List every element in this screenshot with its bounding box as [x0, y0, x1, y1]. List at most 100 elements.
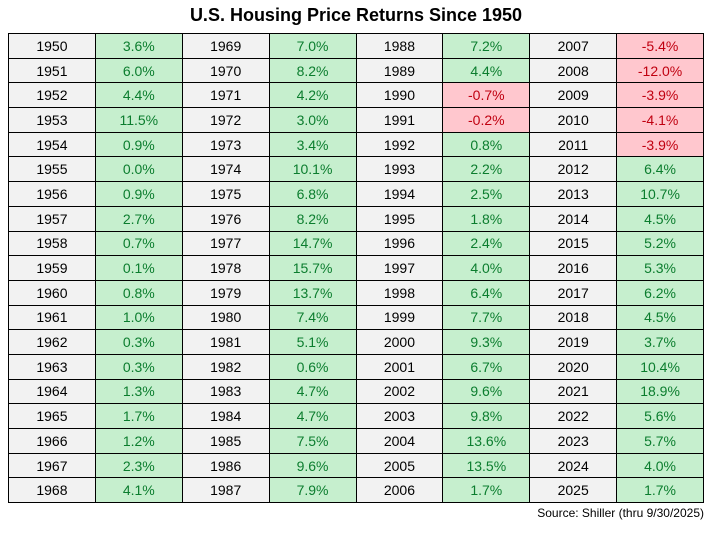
return-cell-negative: -12.0%: [616, 57, 704, 84]
return-cell-positive: 0.8%: [94, 279, 183, 306]
year-cell: 1974: [181, 156, 270, 183]
year-cell: 1977: [181, 230, 270, 257]
year-cell: 1952: [8, 82, 96, 109]
year-cell: 2010: [529, 107, 618, 133]
return-cell-positive: 0.1%: [94, 255, 183, 281]
table-row: 1952 4.4% 1971 4.2% 1990 -0.7% 2009 -3.9%: [8, 82, 704, 109]
year-cell: 1982: [181, 353, 270, 380]
return-cell-positive: 5.1%: [268, 329, 357, 355]
year-cell: 2021: [529, 378, 618, 405]
return-cell-positive: 0.9%: [94, 131, 183, 158]
year-cell: 1981: [181, 329, 270, 355]
year-cell: 1998: [355, 279, 444, 306]
return-cell-positive: 4.7%: [268, 403, 357, 429]
return-cell-positive: 6.0%: [94, 57, 183, 84]
return-cell-positive: 15.7%: [268, 255, 357, 281]
return-cell-positive: 1.8%: [442, 205, 531, 232]
return-cell-positive: 2.7%: [94, 205, 183, 232]
return-cell-positive: 1.7%: [94, 403, 183, 429]
return-cell-positive: 10.1%: [268, 156, 357, 183]
return-cell-positive: 0.9%: [94, 181, 183, 207]
table-row: 1955 0.0% 1974 10.1% 1993 2.2% 2012 6.4%: [8, 156, 704, 183]
year-cell: 1978: [181, 255, 270, 281]
return-cell-positive: 18.9%: [616, 378, 704, 405]
return-cell-positive: 7.9%: [268, 477, 357, 504]
return-cell-positive: 8.2%: [268, 205, 357, 232]
return-cell-positive: 2.4%: [442, 230, 531, 257]
year-cell: 1996: [355, 230, 444, 257]
return-cell-positive: 7.4%: [268, 304, 357, 331]
table-row: 1950 3.6% 1969 7.0% 1988 7.2% 2007 -5.4%: [8, 33, 704, 59]
year-cell: 2005: [355, 452, 444, 479]
return-cell-positive: 3.7%: [616, 329, 704, 355]
return-cell-positive: 4.1%: [94, 477, 183, 504]
return-cell-positive: 7.7%: [442, 304, 531, 331]
return-cell-positive: 4.5%: [616, 205, 704, 232]
year-cell: 1968: [8, 477, 96, 504]
year-cell: 1991: [355, 107, 444, 133]
return-cell-positive: 13.6%: [442, 428, 531, 454]
year-cell: 2002: [355, 378, 444, 405]
return-cell-positive: 6.7%: [442, 353, 531, 380]
year-cell: 2020: [529, 353, 618, 380]
return-cell-positive: 10.4%: [616, 353, 704, 380]
year-cell: 1950: [8, 33, 96, 59]
year-cell: 2014: [529, 205, 618, 232]
return-cell-positive: 6.4%: [616, 156, 704, 183]
return-cell-positive: 9.8%: [442, 403, 531, 429]
year-cell: 1965: [8, 403, 96, 429]
return-cell-positive: 4.2%: [268, 82, 357, 109]
table-row: 1967 2.3% 1986 9.6% 2005 13.5% 2024 4.0%: [8, 452, 704, 479]
year-cell: 1956: [8, 181, 96, 207]
year-cell: 1957: [8, 205, 96, 232]
year-cell: 2004: [355, 428, 444, 454]
table-row: 1965 1.7% 1984 4.7% 2003 9.8% 2022 5.6%: [8, 403, 704, 429]
year-cell: 2015: [529, 230, 618, 257]
return-cell-positive: 0.6%: [268, 353, 357, 380]
year-cell: 1960: [8, 279, 96, 306]
year-cell: 1959: [8, 255, 96, 281]
table-row: 1954 0.9% 1973 3.4% 1992 0.8% 2011 -3.9%: [8, 131, 704, 158]
year-cell: 1976: [181, 205, 270, 232]
return-cell-positive: 1.2%: [94, 428, 183, 454]
table-row: 1957 2.7% 1976 8.2% 1995 1.8% 2014 4.5%: [8, 205, 704, 232]
year-cell: 1987: [181, 477, 270, 504]
return-cell-positive: 11.5%: [94, 107, 183, 133]
return-cell-negative: -0.2%: [442, 107, 531, 133]
year-cell: 1951: [8, 57, 96, 84]
year-cell: 1999: [355, 304, 444, 331]
year-cell: 1975: [181, 181, 270, 207]
return-cell-positive: 6.4%: [442, 279, 531, 306]
return-cell-positive: 9.6%: [268, 452, 357, 479]
return-cell-positive: 4.4%: [442, 57, 531, 84]
year-cell: 1953: [8, 107, 96, 133]
year-cell: 1992: [355, 131, 444, 158]
year-cell: 1966: [8, 428, 96, 454]
return-cell-positive: 7.5%: [268, 428, 357, 454]
year-cell: 2022: [529, 403, 618, 429]
return-cell-positive: 9.3%: [442, 329, 531, 355]
return-cell-negative: -3.9%: [616, 82, 704, 109]
return-cell-positive: 5.3%: [616, 255, 704, 281]
return-cell-positive: 1.3%: [94, 378, 183, 405]
year-cell: 1964: [8, 378, 96, 405]
return-cell-positive: 14.7%: [268, 230, 357, 257]
return-cell-negative: -0.7%: [442, 82, 531, 109]
year-cell: 2024: [529, 452, 618, 479]
year-cell: 2013: [529, 181, 618, 207]
return-cell-positive: 13.7%: [268, 279, 357, 306]
return-cell-positive: 9.6%: [442, 378, 531, 405]
year-cell: 1993: [355, 156, 444, 183]
return-cell-positive: 3.0%: [268, 107, 357, 133]
return-cell-positive: 5.2%: [616, 230, 704, 257]
return-cell-positive: 0.0%: [94, 156, 183, 183]
return-cell-positive: 1.7%: [442, 477, 531, 504]
year-cell: 1990: [355, 82, 444, 109]
table-row: 1951 6.0% 1970 8.2% 1989 4.4% 2008 -12.0%: [8, 57, 704, 84]
return-cell-positive: 2.2%: [442, 156, 531, 183]
year-cell: 1972: [181, 107, 270, 133]
year-cell: 2018: [529, 304, 618, 331]
return-cell-positive: 6.8%: [268, 181, 357, 207]
return-cell-positive: 4.0%: [442, 255, 531, 281]
table-row: 1963 0.3% 1982 0.6% 2001 6.7% 2020 10.4%: [8, 353, 704, 380]
